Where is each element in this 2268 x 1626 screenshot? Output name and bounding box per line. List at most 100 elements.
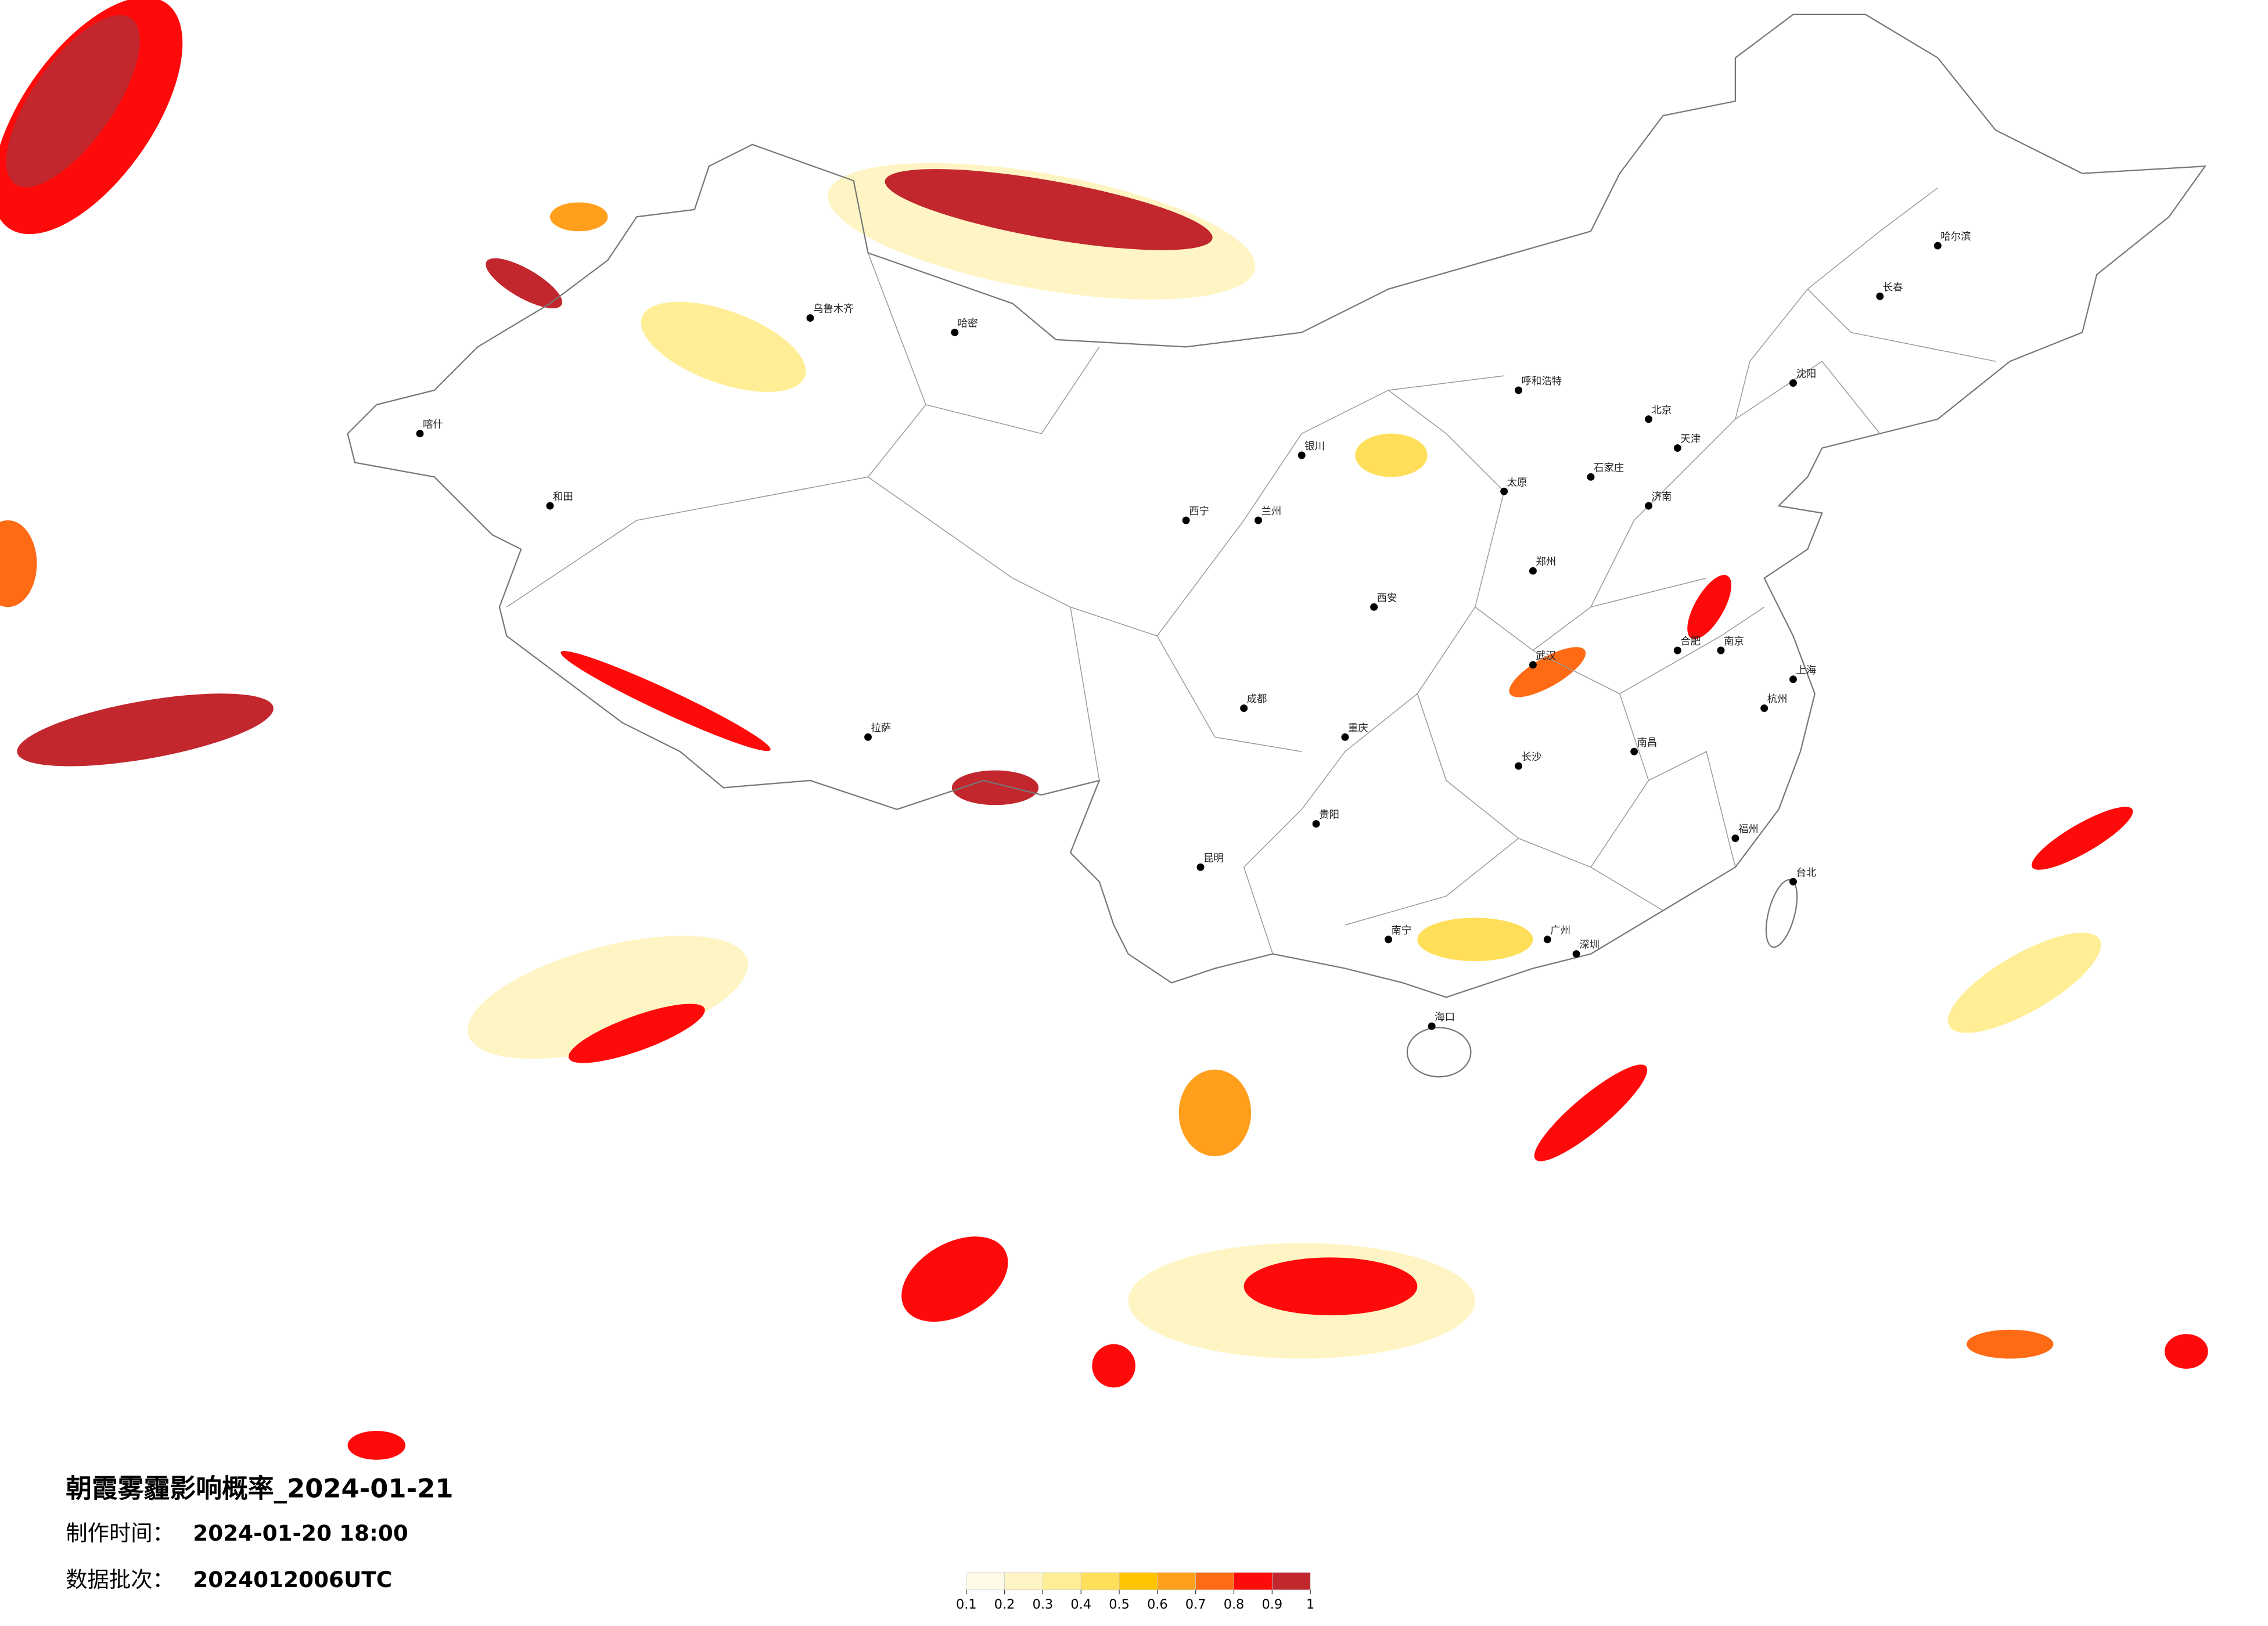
city-label: 台北 (1796, 867, 1816, 879)
city-dot (1673, 646, 1681, 654)
legend: 0.1 0.2 0.3 0.4 0.5 0.6 0.7 0.8 0.9 1 (956, 1572, 1314, 1612)
boundaries (347, 13, 2207, 1078)
hainan (1406, 1027, 1472, 1078)
city-dot (951, 328, 959, 336)
probability-area (1417, 918, 1533, 962)
city-dot (1717, 646, 1725, 654)
city-dot (1933, 242, 1942, 250)
city-label: 郑州 (1536, 556, 1556, 568)
city-dot (864, 733, 872, 741)
city-label: 喀什 (423, 419, 443, 431)
city-dot (1529, 567, 1537, 575)
batch-label: 数据批次： (66, 1567, 174, 1592)
legend-tick-label: 1 (1306, 1597, 1314, 1612)
city-dot (1500, 487, 1508, 495)
issue-label: 制作时间： (66, 1520, 174, 1546)
city-label: 呼和浩特 (1522, 376, 1562, 387)
city-label: 福州 (1738, 824, 1759, 836)
city-label: 兰州 (1261, 506, 1282, 517)
city-dot (1789, 877, 1797, 886)
legend-tick-label: 0.4 (1070, 1597, 1091, 1612)
probability-area (2165, 1334, 2208, 1369)
legend-tick-label: 0.8 (1224, 1597, 1245, 1612)
probability-area (951, 770, 1039, 805)
city-dot (1789, 675, 1797, 684)
city-label: 哈尔滨 (1940, 231, 1971, 243)
probability-area (560, 651, 771, 751)
legend-tick-label: 0.2 (994, 1597, 1015, 1612)
china-outline (347, 13, 2207, 998)
city-dot (1196, 863, 1205, 871)
city-dot (1240, 704, 1248, 713)
city-label: 成都 (1247, 694, 1267, 706)
city-dot (1297, 451, 1306, 459)
city-label: 南昌 (1637, 737, 1658, 749)
probability-area (1178, 1069, 1252, 1157)
city-label: 长春 (1883, 282, 1903, 293)
probability-area (486, 258, 563, 308)
probability-area (1092, 1344, 1135, 1388)
city-label: 合肥 (1680, 636, 1701, 647)
city-label: 贵阳 (1319, 810, 1339, 821)
probability-area (568, 1003, 705, 1063)
city-label: 重庆 (1348, 722, 1368, 734)
city-label: 南宁 (1392, 925, 1412, 937)
legend-swatch (1004, 1572, 1043, 1591)
city-dot (1370, 603, 1378, 611)
legend-swatch (1234, 1572, 1273, 1591)
city-dot (546, 502, 554, 510)
city-dot (1529, 661, 1537, 669)
city-dot (1515, 386, 1523, 394)
probability-area (2032, 807, 2133, 870)
city-dot (1587, 473, 1595, 481)
probability-area (17, 693, 274, 767)
city-dot (1341, 733, 1349, 741)
city-label: 长沙 (1522, 751, 1542, 763)
probability-area (468, 936, 749, 1059)
probability-area (1355, 433, 1428, 477)
city-label: 南京 (1724, 636, 1744, 647)
city-label: 天津 (1680, 434, 1701, 445)
city-dot (1630, 747, 1638, 756)
probability-area (1947, 933, 2101, 1033)
city-label: 和田 (553, 491, 573, 503)
legend-swatch (1080, 1572, 1120, 1591)
legend-swatch (1157, 1572, 1196, 1591)
legend-swatch (966, 1572, 1005, 1591)
city-label: 济南 (1652, 491, 1672, 503)
legend-swatch (1195, 1572, 1234, 1591)
city-label: 沈阳 (1796, 369, 1816, 380)
city-dot (1312, 820, 1320, 828)
probability-area (1243, 1257, 1418, 1315)
probability-area (1509, 647, 1586, 697)
legend-swatch (1119, 1572, 1158, 1591)
city-dot (1789, 379, 1797, 387)
legend-tick-label: 0.7 (1185, 1597, 1206, 1612)
province-lines (506, 187, 1996, 954)
city-dot (1731, 834, 1739, 843)
city-label: 深圳 (1579, 940, 1600, 951)
city-label: 拉萨 (871, 722, 892, 734)
probability-area (1534, 1064, 1648, 1161)
probability-area (1967, 1329, 2054, 1359)
city-dot (1543, 936, 1551, 944)
city-label: 太原 (1507, 477, 1527, 488)
city-label: 乌鲁木齐 (813, 304, 854, 315)
legend-tick-label: 0.5 (1109, 1597, 1130, 1612)
probability-field (0, 0, 2208, 1460)
city-dot (806, 314, 814, 322)
city-label: 广州 (1550, 925, 1570, 937)
probability-area (6, 15, 140, 188)
probability-area (549, 202, 608, 232)
city-label: 北京 (1652, 405, 1672, 416)
probability-area (1687, 575, 1731, 639)
city-dot (1182, 516, 1190, 524)
city-label: 海口 (1435, 1012, 1455, 1023)
legend-tick-label: 0.9 (1262, 1597, 1283, 1612)
batch: 2024012006UTC (193, 1567, 392, 1592)
issue-time: 2024-01-20 18:00 (193, 1520, 408, 1546)
probability-area (347, 1431, 406, 1460)
city-dot (1760, 704, 1769, 713)
map-title: 朝霞雾霾影响概率_2024-01-21 (66, 1473, 453, 1503)
